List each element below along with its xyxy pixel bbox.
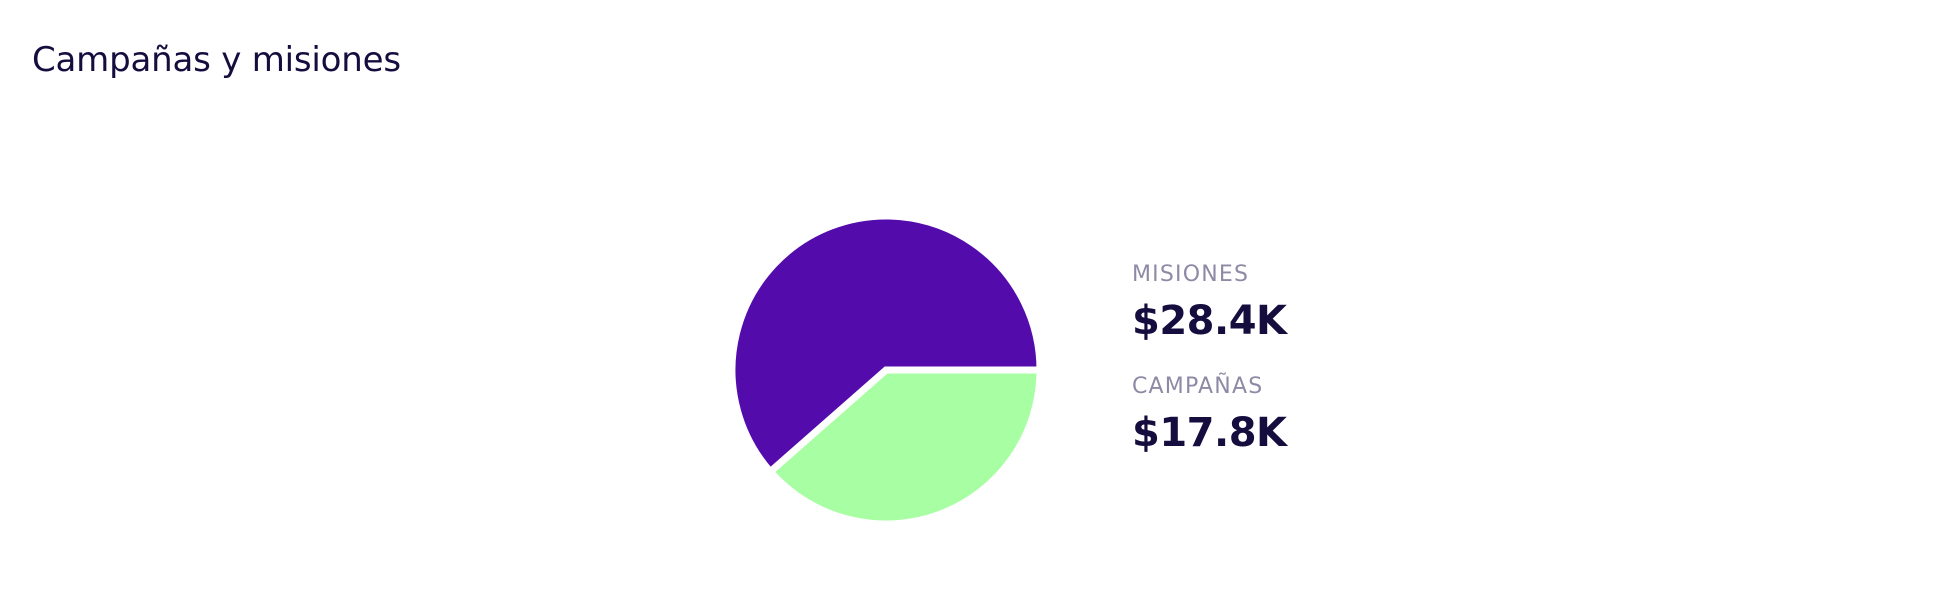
legend-item-misiones: MISIONES $28.4K — [1132, 262, 1287, 344]
legend-label-misiones: MISIONES — [1132, 262, 1250, 287]
legend-label-campanas: CAMPAÑAS — [1132, 374, 1264, 399]
chart-title: Campañas y misiones — [32, 40, 401, 80]
legend-item-campanas: CAMPAÑAS $17.8K — [1132, 374, 1287, 456]
legend-value-misiones: $28.4K — [1132, 298, 1287, 344]
pie-chart — [728, 212, 1044, 528]
pie-slice-campanas[interactable] — [765, 366, 1044, 528]
legend-value-campanas: $17.8K — [1132, 410, 1287, 456]
pie-slice-misiones[interactable] — [728, 212, 1044, 477]
legend: MISIONES $28.4K CAMPAÑAS $17.8K — [1132, 262, 1287, 486]
